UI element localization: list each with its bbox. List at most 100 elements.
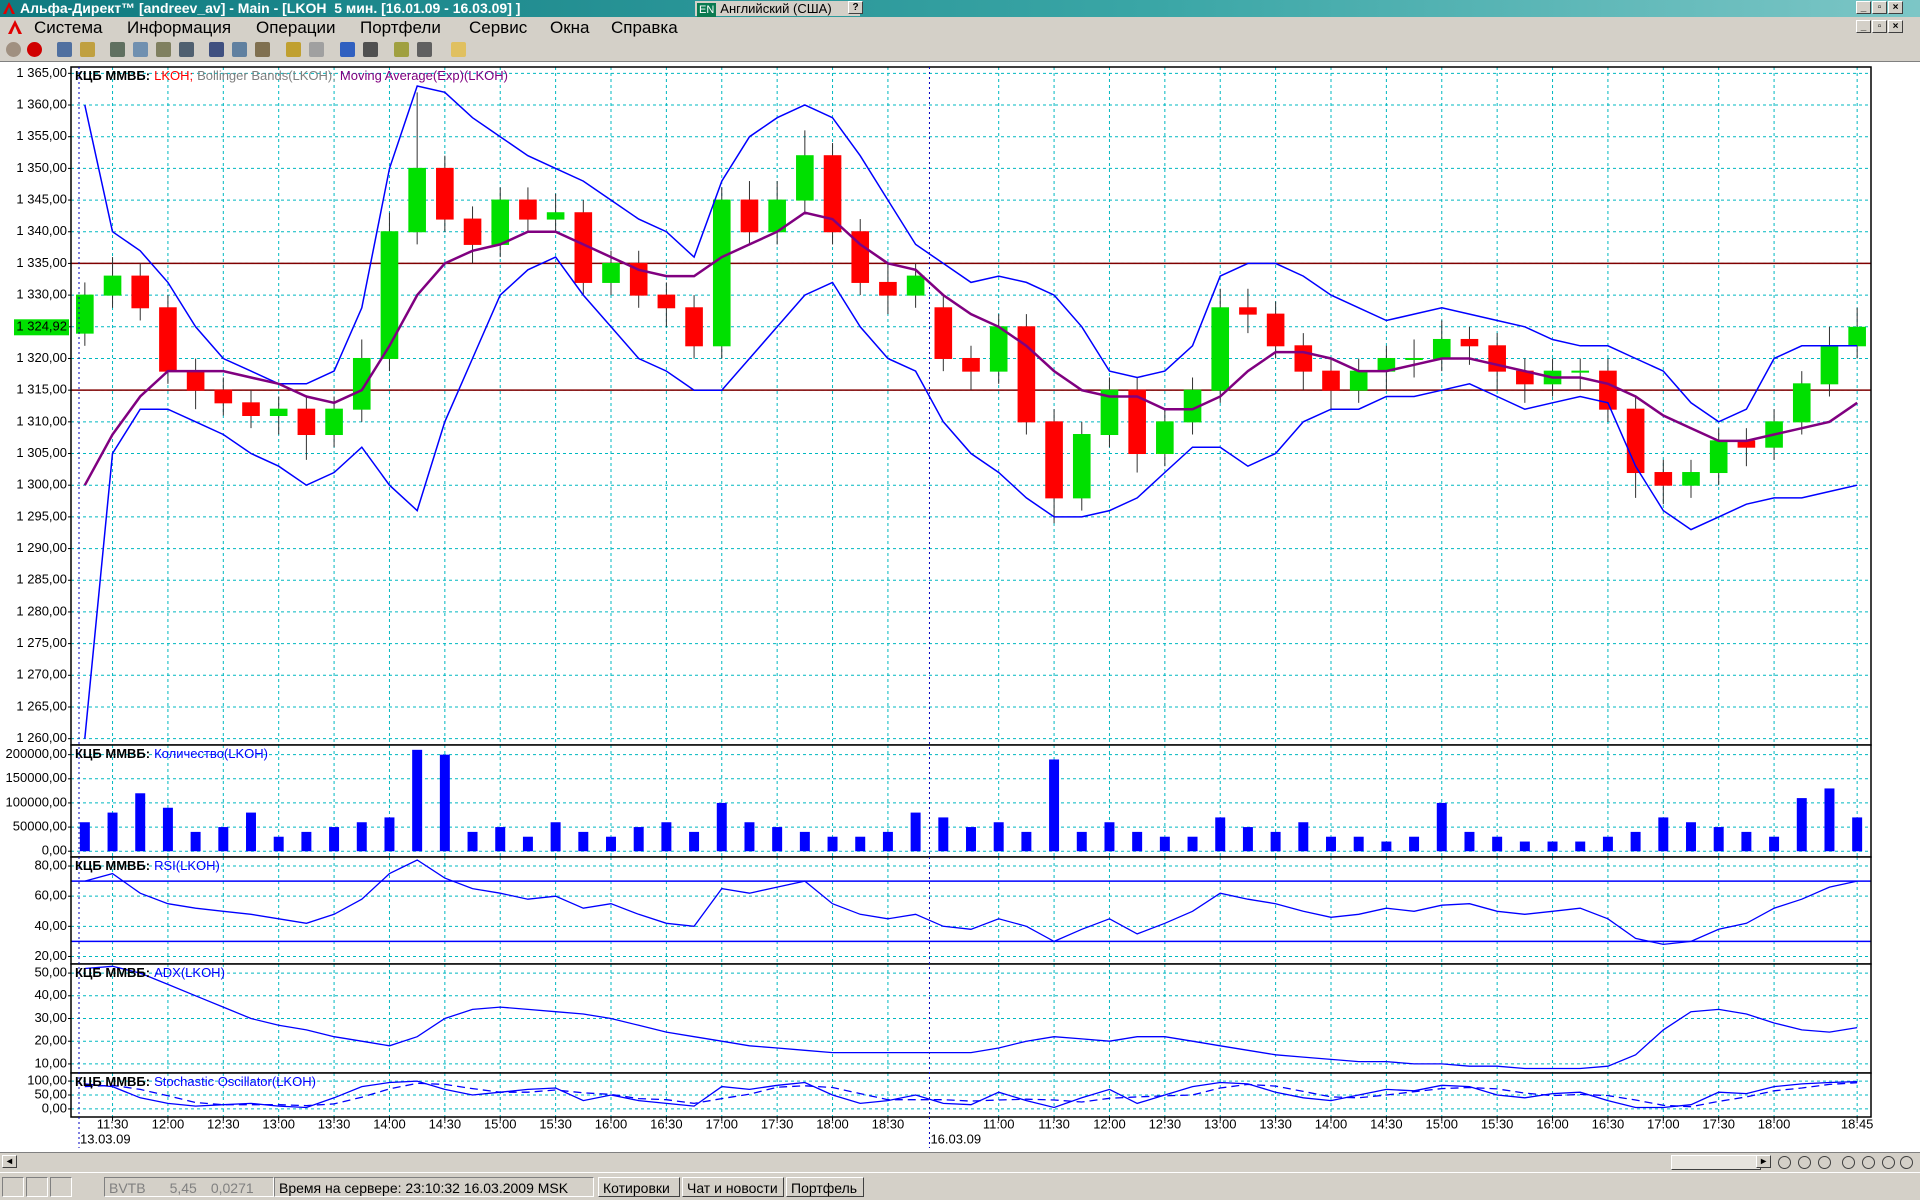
toolbar-button[interactable] (232, 42, 247, 57)
x-tick-label: 18:00 (1758, 1116, 1791, 1131)
legend-entry: Bollinger Bands(LKOH) (197, 68, 332, 83)
fit-width[interactable] (1842, 1156, 1855, 1169)
window-title: Альфа-Директ™ [andreev_av] - Main - [LKO… (20, 0, 521, 16)
candle-body (546, 212, 565, 220)
toolbar-button[interactable] (417, 42, 432, 57)
language-indicator[interactable]: EN Английский (США) (695, 1, 860, 18)
toolbar-button[interactable] (394, 42, 409, 57)
candle-body (491, 199, 510, 245)
toolbar-button[interactable] (6, 42, 21, 57)
panel-legend: КЦБ ММВБ: LKOH; Bollinger Bands(LKOH); Movi… (75, 68, 508, 83)
toolbar-button[interactable] (340, 42, 355, 57)
candle-body (408, 167, 426, 233)
toolbar-button[interactable] (80, 42, 95, 57)
scroll-right[interactable]: ▸ (1756, 1155, 1771, 1168)
candle-body (1100, 389, 1119, 436)
menu-item[interactable]: Информация (127, 18, 232, 37)
candle-body (1405, 357, 1423, 360)
status-tab[interactable]: Портфель (786, 1177, 864, 1197)
toolbar-button[interactable] (209, 42, 224, 57)
panel-legend: КЦБ ММВБ: Количество(LKOH) (75, 746, 268, 761)
toolbar-button[interactable] (451, 42, 466, 57)
close-button[interactable]: × (1888, 1, 1903, 14)
ticker: BVTB (109, 1180, 146, 1196)
toolbar-button[interactable] (110, 42, 125, 57)
y-tick-label: 1 320,00 (16, 350, 67, 365)
volume-bar (439, 754, 450, 852)
y-tick-label: 0,00 (42, 843, 67, 858)
volume-bar (606, 836, 616, 852)
menu-item[interactable]: Операции (256, 18, 336, 37)
menu-item[interactable]: Сервис (469, 18, 528, 37)
toolbar-button[interactable] (179, 42, 194, 57)
volume-bar (1159, 836, 1170, 852)
toolbar-button[interactable] (309, 42, 324, 57)
volume-bar (1242, 827, 1253, 852)
last-price-box (14, 319, 69, 336)
candle-body (685, 307, 703, 347)
toolbar-button[interactable] (57, 42, 72, 57)
minimize-button[interactable]: _ (1856, 1, 1871, 14)
candle-body (1848, 326, 1866, 347)
toolbar-button[interactable] (255, 42, 270, 57)
menu-item[interactable]: Окна (550, 18, 590, 37)
menu-item[interactable]: Портфели (360, 18, 441, 37)
y-tick-label: 0,00 (42, 1100, 67, 1115)
y-tick-label: 1 335,00 (16, 255, 67, 270)
volume-bar (882, 831, 893, 852)
panel-legend: КЦБ ММВБ: Stochastic Oscillator(LKOH) (75, 1074, 316, 1089)
scroll-left[interactable]: ◂ (2, 1155, 17, 1168)
candle-body (602, 262, 620, 283)
y-tick-label: 1 300,00 (16, 477, 67, 492)
volume-bar (1436, 802, 1447, 852)
move[interactable] (1862, 1156, 1875, 1169)
server-time: Время на сервере: 23:10:32 16.03.2009 MS… (274, 1177, 594, 1197)
y-tick-label: 40,00 (34, 918, 67, 933)
x-tick-label: 12:00 (152, 1116, 185, 1131)
zoom-reset[interactable] (1818, 1156, 1831, 1169)
candle-body (76, 294, 94, 334)
restore-button[interactable]: ▫ (1872, 1, 1887, 14)
candle-body (159, 307, 177, 372)
x-tick-label: 14:00 (373, 1116, 406, 1131)
volume-bar (1353, 836, 1364, 852)
scroll-vertical[interactable] (1900, 1156, 1913, 1169)
candle-body (1156, 421, 1174, 455)
volume-bar (190, 831, 201, 852)
candle-body (851, 231, 870, 283)
y-tick-label: 1 275,00 (16, 635, 67, 650)
volume-bar (135, 793, 146, 852)
toolbar-button[interactable] (133, 42, 148, 57)
menu-item[interactable]: Система (34, 18, 103, 37)
indicator-line (84, 859, 1858, 946)
candle-body (1820, 345, 1839, 385)
candle-body (962, 357, 980, 372)
status-tab[interactable]: Котировки (598, 1177, 680, 1197)
y-tick-label: 60,00 (34, 888, 67, 903)
volume-bar (799, 831, 810, 852)
candle-body (740, 199, 759, 233)
status-tab[interactable]: Чат и новости (682, 1177, 784, 1197)
candle-body (186, 370, 205, 391)
zoom-out[interactable] (1798, 1156, 1811, 1169)
toolbar-button[interactable] (363, 42, 378, 57)
mdi-restore[interactable]: ▫ (1872, 20, 1887, 33)
candle-body (1294, 345, 1313, 372)
toolbar-button[interactable] (27, 42, 42, 57)
help-button[interactable]: ? (848, 1, 863, 14)
legend-entry: Количество(LKOH) (154, 746, 268, 761)
toolbar-button[interactable] (156, 42, 171, 57)
scroll-thumb[interactable] (1671, 1155, 1761, 1170)
mdi-minimize[interactable]: _ (1856, 20, 1871, 33)
zoom-in[interactable] (1778, 1156, 1791, 1169)
toolbar-button[interactable] (286, 42, 301, 57)
fit-height[interactable] (1882, 1156, 1895, 1169)
y-tick-label: 1 330,00 (16, 287, 67, 302)
candle-body (463, 218, 482, 245)
volume-bar (578, 831, 589, 852)
menu-item[interactable]: Справка (611, 18, 678, 37)
x-tick-label: 15:00 (1425, 1116, 1458, 1131)
mdi-close[interactable]: × (1888, 20, 1903, 33)
y-tick-label: 1 265,00 (16, 698, 67, 713)
